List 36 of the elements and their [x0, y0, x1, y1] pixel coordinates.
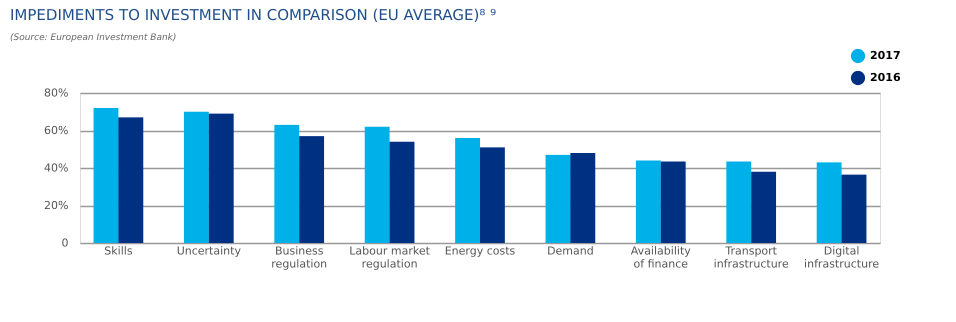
x-tick-label: Demand: [547, 244, 594, 258]
bar: [184, 112, 209, 243]
x-tick-label: Energy costs: [444, 244, 516, 258]
bar: [94, 108, 118, 243]
text: (Source: European Investment Bank): [10, 33, 176, 43]
x-tick-label: Labour market regulation: [349, 244, 431, 270]
bar: [455, 138, 480, 243]
bar: [816, 162, 842, 243]
y-tick-label: 80%: [44, 86, 68, 100]
y-tick-label: 60%: [44, 124, 68, 137]
bar: [208, 114, 234, 243]
legend-label: 2017: [870, 49, 901, 62]
bar: [274, 124, 300, 243]
bar: [364, 126, 390, 243]
y-tick-label: 40%: [44, 162, 68, 174]
x-tick-label: Uncertainty: [176, 244, 242, 258]
y-tick-label: 0: [62, 236, 68, 250]
x-tick-label: Transport infrastructure: [714, 244, 789, 270]
chart-title: IMPEDIMENTS TO INVESTMENT IN COMPARISON (EU AVERAGE)⁸ ⁹: [10, 6, 496, 24]
legend-label: 2016: [870, 71, 901, 84]
bar: [726, 161, 752, 243]
bar: [751, 172, 776, 243]
y-tick-label: 20%: [44, 199, 68, 212]
bar: [546, 154, 570, 243]
bar: [842, 174, 866, 243]
x-tick-label: Availability of finance: [630, 244, 692, 270]
x-tick-label: Skills: [104, 244, 133, 258]
bar: [299, 136, 324, 243]
x-tick-label: Business regulation: [271, 244, 328, 270]
bar: [118, 117, 144, 243]
bar: [660, 161, 686, 243]
bar: [480, 147, 505, 243]
bar: [636, 160, 661, 243]
bar: [390, 142, 414, 243]
bar: [570, 153, 596, 243]
x-tick-label: Digital infrastructure: [804, 244, 880, 270]
